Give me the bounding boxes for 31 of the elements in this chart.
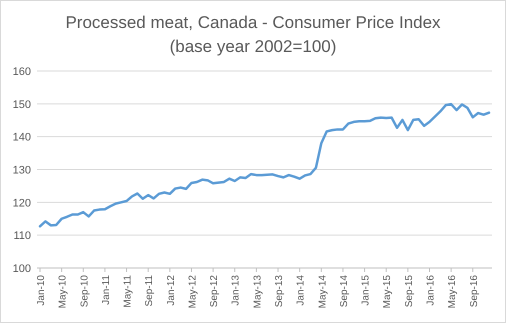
x-tick-label: Jan-13 [230,274,242,306]
x-tick-label: May-16 [447,274,458,308]
x-tick-label: Jan-14 [296,274,307,306]
x-tick-label: Sep-14 [338,274,350,308]
x-tick-label: May-15 [382,274,394,308]
y-tick-label: 150 [12,98,31,111]
y-tick-label: 100 [12,263,31,275]
x-tick-label: Sep-11 [144,274,156,307]
y-tick-label: 130 [12,164,31,176]
y-tick-label: 140 [12,132,31,144]
x-tick-label: Sep-16 [468,274,480,308]
x-tick-label: May-11 [122,274,134,308]
x-tick-label: Jan-10 [36,274,47,306]
chart-subtitle: (base year 2002=100) [170,37,336,56]
x-tick-label: May-10 [58,274,69,308]
x-tick-label: Jan-11 [100,274,112,305]
x-tick-label: May-13 [252,274,264,308]
x-tick-label: Sep-10 [79,274,90,308]
x-tick-label: Sep-15 [404,274,415,308]
x-tick-label: Jan-12 [166,274,177,306]
y-tick-label: 120 [12,197,31,210]
chart-title: Processed meat, Canada - Consumer Price Index [65,13,442,32]
line-series [38,102,490,228]
x-tick-label: Sep-13 [274,274,286,308]
x-tick-label: Sep-12 [209,274,220,308]
y-tick-label: 160 [12,66,31,78]
x-tick-label: May-12 [187,274,198,308]
x-tick-label: Jan-15 [360,274,372,306]
x-tick-label: Jan-16 [425,274,436,306]
y-tick-label: 110 [13,230,31,242]
x-tick-label: May-14 [317,274,328,308]
